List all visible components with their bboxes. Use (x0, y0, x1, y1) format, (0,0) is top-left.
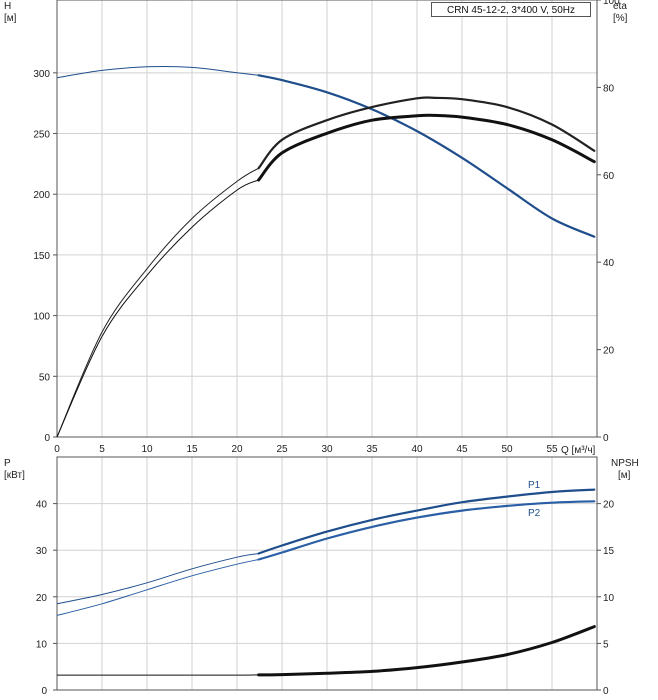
top-right-axis-unit: [%] (613, 13, 628, 24)
series-label-p1: P1 (528, 480, 541, 491)
x-tick-label: 30 (321, 444, 333, 455)
bottom-right-axis-name: NPSH (611, 458, 639, 469)
pump-model-legend: CRN 45-12-2, 3*400 V, 50Hz (431, 2, 591, 17)
p-tick-label: 40 (36, 500, 48, 511)
npsh-tick-label: 15 (603, 546, 615, 557)
p1-curve-operating (257, 488, 596, 555)
x-tick-label: 55 (546, 444, 558, 455)
y-right-tick-label: 20 (603, 346, 615, 357)
y-left-tick-label: 150 (33, 251, 50, 262)
y-right-tick-label: 40 (603, 258, 615, 269)
eta1-curve-extended (56, 167, 259, 438)
y-left-tick-label: 0 (44, 433, 50, 444)
x-tick-label: 45 (456, 444, 468, 455)
top-plot-frame (56, 0, 598, 438)
y-left-tick-label: 100 (33, 312, 50, 323)
y-right-tick-label: 60 (603, 171, 615, 182)
p-tick-label: 0 (41, 686, 47, 697)
y-right-tick-label: 80 (603, 83, 615, 94)
top-left-axis-unit: [м] (4, 13, 17, 24)
series-layer (56, 66, 596, 677)
p-tick-label: 10 (36, 639, 48, 650)
p-tick-label: 30 (36, 546, 48, 557)
npsh-tick-label: 0 (603, 686, 609, 697)
x-tick-label: 35 (366, 444, 378, 455)
npsh-curve-operating (257, 625, 596, 677)
bottom-grid (56, 457, 598, 691)
eta2-curve-extended (56, 179, 259, 438)
npsh-tick-label: 10 (603, 593, 615, 604)
y-left-tick-label: 300 (33, 69, 50, 80)
h-curve-operating (257, 74, 596, 238)
axes (53, 0, 601, 691)
bottom-left-axis-name: P (4, 458, 11, 469)
y-right-tick-label: 100 (603, 0, 620, 7)
x-tick-label: 40 (411, 444, 423, 455)
y-left-tick-label: 250 (33, 130, 50, 141)
tick-labels: 0 5 10 15 20 25 30 35 40 45 50 55050100150200250300… (33, 0, 620, 697)
bottom-right-axis-unit: [м] (618, 470, 631, 481)
bottom-left-axis-unit: [кВт] (4, 470, 25, 481)
x-tick-label: 25 (276, 444, 288, 455)
x-axis-label: Q [м³/ч] (561, 445, 596, 456)
h-curve-extended (56, 66, 259, 79)
x-tick-label: 10 (141, 444, 153, 455)
top-left-axis-name: H (4, 1, 11, 12)
x-tick-label: 5 (99, 444, 105, 455)
npsh-tick-label: 20 (603, 500, 615, 511)
x-tick-label: 15 (186, 444, 198, 455)
p-tick-label: 20 (36, 593, 48, 604)
x-tick-label: 0 (54, 444, 60, 455)
npsh-tick-label: 5 (603, 639, 609, 650)
p2-curve-operating (257, 500, 596, 561)
p1-curve-extended (56, 553, 259, 605)
x-tick-label: 20 (231, 444, 243, 455)
top-right-axis-name: eta (613, 1, 627, 12)
eta2-curve-operating (257, 113, 596, 182)
eta1-curve-operating (257, 96, 596, 170)
series-label-p2: P2 (528, 508, 541, 519)
bottom-plot-frame (56, 456, 598, 691)
top-grid (56, 0, 598, 438)
y-right-tick-label: 0 (603, 433, 609, 444)
x-tick-label: 50 (501, 444, 513, 455)
y-left-tick-label: 200 (33, 190, 50, 201)
p2-curve-extended (56, 559, 259, 616)
y-left-tick-label: 50 (39, 372, 51, 383)
